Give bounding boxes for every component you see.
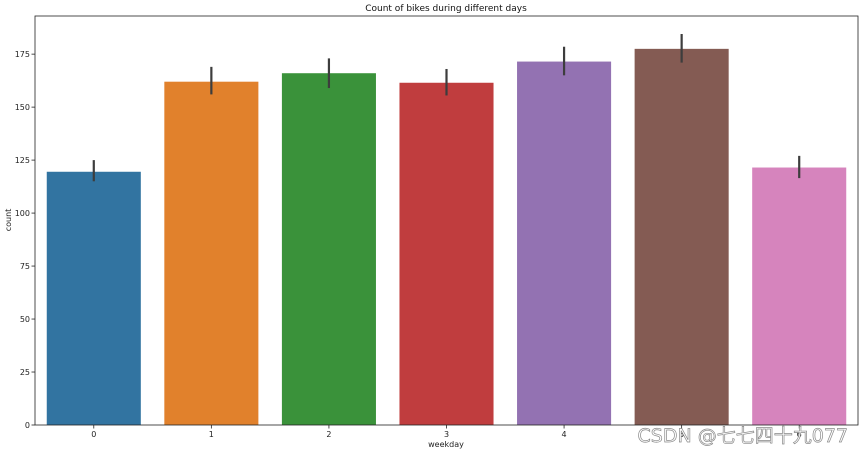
bars-group	[46, 48, 847, 426]
x-tick-label: 0	[91, 430, 96, 439]
y-tick-label: 175	[15, 50, 30, 59]
x-tick-label: 1	[209, 430, 214, 439]
x-tick-label: 4	[562, 430, 567, 439]
chart-title: Count of bikes during different days	[365, 4, 527, 14]
x-tick-label: 5	[679, 430, 684, 439]
bar-weekday-3	[399, 82, 494, 426]
bar-weekday-4	[517, 61, 612, 426]
y-tick-label: 25	[20, 368, 30, 377]
y-tick-label: 125	[15, 156, 30, 165]
bar-weekday-2	[281, 73, 376, 425]
y-tick-label: 0	[25, 421, 30, 430]
y-tick-label: 75	[20, 262, 30, 271]
bar-weekday-5	[634, 48, 729, 426]
y-axis: 0 25 50 75 100 125 150 175	[15, 50, 35, 430]
x-axis: 0 1 2 3 4 5 6	[91, 425, 802, 439]
bar-weekday-1	[164, 81, 259, 425]
y-tick-label: 50	[20, 315, 30, 324]
x-tick-label: 6	[797, 430, 802, 439]
x-tick-label: 3	[444, 430, 449, 439]
error-bars-group	[92, 34, 801, 182]
y-tick-label: 100	[15, 209, 30, 218]
watermark-text: CSDN @七七四十九077	[638, 425, 848, 447]
x-axis-label: weekday	[428, 440, 464, 449]
x-tick-label: 2	[326, 430, 331, 439]
bar-weekday-0	[46, 171, 141, 425]
y-tick-label: 150	[15, 103, 30, 112]
y-axis-label: count	[4, 209, 13, 232]
bar-weekday-6	[752, 167, 847, 425]
plot-frame	[34, 15, 859, 426]
